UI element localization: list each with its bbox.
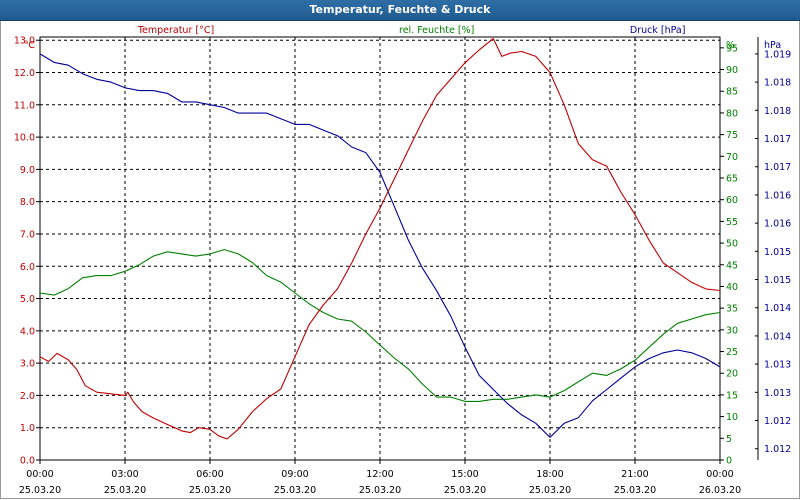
temp-tick-label: 6.0 bbox=[20, 262, 35, 273]
x-tick-date: 25.03.20 bbox=[189, 485, 231, 496]
hum-tick-label: 25 bbox=[726, 347, 738, 358]
axes-layer: 00:00 25.03.20 03:00 25.03.20 06:00 25.03.20 0… bbox=[14, 25, 791, 496]
hum-tick-label: 80 bbox=[726, 108, 738, 119]
pressure-tick-label: 1.017 bbox=[764, 162, 791, 173]
x-tick-date: 25.03.20 bbox=[104, 485, 146, 496]
hum-tick-label: 0 bbox=[726, 456, 732, 467]
temp-legend: Temperatur [°C] bbox=[137, 25, 214, 36]
x-tick-date: 25.03.20 bbox=[19, 485, 61, 496]
hum-tick-label: 15 bbox=[726, 390, 738, 401]
pressure-tick-label: 1.013 bbox=[764, 360, 791, 371]
x-tick-date: 25.03.20 bbox=[359, 485, 401, 496]
hum-tick-label: 90 bbox=[726, 65, 738, 76]
pressure-tick-label: 1.012 bbox=[764, 444, 791, 455]
hum-tick-label: 95 bbox=[726, 43, 738, 54]
pressure-tick-label: 1.015 bbox=[764, 275, 791, 286]
temp-tick-label: 2.0 bbox=[20, 391, 35, 402]
x-tick-time: 06:00 bbox=[196, 469, 223, 480]
temp-tick-label: 11.0 bbox=[14, 100, 35, 111]
temp-tick-label: 7.0 bbox=[20, 229, 35, 240]
hum-tick-label: 35 bbox=[726, 304, 738, 315]
temperature-line bbox=[39, 38, 721, 440]
x-tick-time: 00:00 bbox=[26, 469, 53, 480]
hum-tick-label: 75 bbox=[726, 130, 738, 141]
x-tick-time: 18:00 bbox=[536, 469, 563, 480]
x-tick-time: 09:00 bbox=[281, 469, 308, 480]
hum-tick-label: 20 bbox=[726, 369, 738, 380]
temp-tick-label: 0.0 bbox=[20, 456, 35, 467]
x-tick-time: 12:00 bbox=[366, 469, 393, 480]
pressure-tick-label: 1.013 bbox=[764, 388, 791, 399]
pressure-tick-label: 1.014 bbox=[764, 303, 791, 314]
x-tick-time: 21:00 bbox=[621, 469, 648, 480]
temp-tick-label: 10.0 bbox=[14, 133, 35, 144]
temp-tick-label: 13.0 bbox=[14, 36, 35, 47]
hum-tick-label: 85 bbox=[726, 87, 738, 98]
hum-legend: rel. Feuchte [%] bbox=[399, 25, 474, 36]
temp-tick-label: 1.0 bbox=[20, 423, 35, 434]
humidity-line bbox=[39, 249, 721, 402]
pressure-tick-label: 1.018 bbox=[764, 78, 791, 89]
pressure-tick-label: 1.017 bbox=[764, 134, 791, 145]
hum-tick-label: 45 bbox=[726, 260, 738, 271]
x-tick-date: 25.03.20 bbox=[444, 485, 486, 496]
pressure-unit-label: hPa bbox=[764, 40, 781, 51]
x-tick-date: 25.03.20 bbox=[529, 485, 571, 496]
pressure-line bbox=[39, 53, 721, 438]
temp-unit-label: °C bbox=[24, 40, 36, 51]
x-tick-time: 00:00 bbox=[706, 469, 733, 480]
x-tick-time: 15:00 bbox=[451, 469, 478, 480]
pressure-tick-label: 1.016 bbox=[764, 219, 791, 230]
pressure-tick-label: 1.015 bbox=[764, 247, 791, 258]
pressure-tick-label: 1.014 bbox=[764, 331, 791, 342]
grid bbox=[40, 37, 720, 460]
hum-tick-label: 40 bbox=[726, 282, 738, 293]
pressure-tick-label: 1.016 bbox=[764, 190, 791, 201]
temp-tick-label: 9.0 bbox=[20, 165, 35, 176]
hum-tick-label: 30 bbox=[726, 325, 738, 336]
hum-tick-label: 55 bbox=[726, 217, 738, 228]
hum-tick-label: 10 bbox=[726, 412, 738, 423]
x-tick-date: 25.03.20 bbox=[614, 485, 656, 496]
temp-tick-label: 12.0 bbox=[14, 68, 35, 79]
series-layer bbox=[39, 38, 721, 440]
temp-tick-label: 5.0 bbox=[20, 294, 35, 305]
pressure-legend: Druck [hPa] bbox=[630, 25, 686, 36]
temp-tick-label: 4.0 bbox=[20, 326, 35, 337]
hum-tick-label: 65 bbox=[726, 174, 738, 185]
pressure-tick-label: 1.012 bbox=[764, 416, 791, 427]
temp-tick-label: 8.0 bbox=[20, 197, 35, 208]
pressure-tick-label: 1.019 bbox=[764, 49, 791, 60]
hum-unit-label: % bbox=[726, 40, 735, 51]
hum-tick-label: 60 bbox=[726, 195, 738, 206]
pressure-tick-label: 1.018 bbox=[764, 106, 791, 117]
temp-tick-label: 3.0 bbox=[20, 359, 35, 370]
hum-tick-label: 70 bbox=[726, 152, 738, 163]
x-tick-date: 26.03.20 bbox=[699, 485, 741, 496]
hum-tick-label: 5 bbox=[726, 434, 732, 445]
hum-tick-label: 50 bbox=[726, 239, 738, 250]
x-tick-time: 03:00 bbox=[111, 469, 138, 480]
chart-title: Temperatur, Feuchte & Druck bbox=[0, 0, 800, 21]
x-tick-date: 25.03.20 bbox=[274, 485, 316, 496]
